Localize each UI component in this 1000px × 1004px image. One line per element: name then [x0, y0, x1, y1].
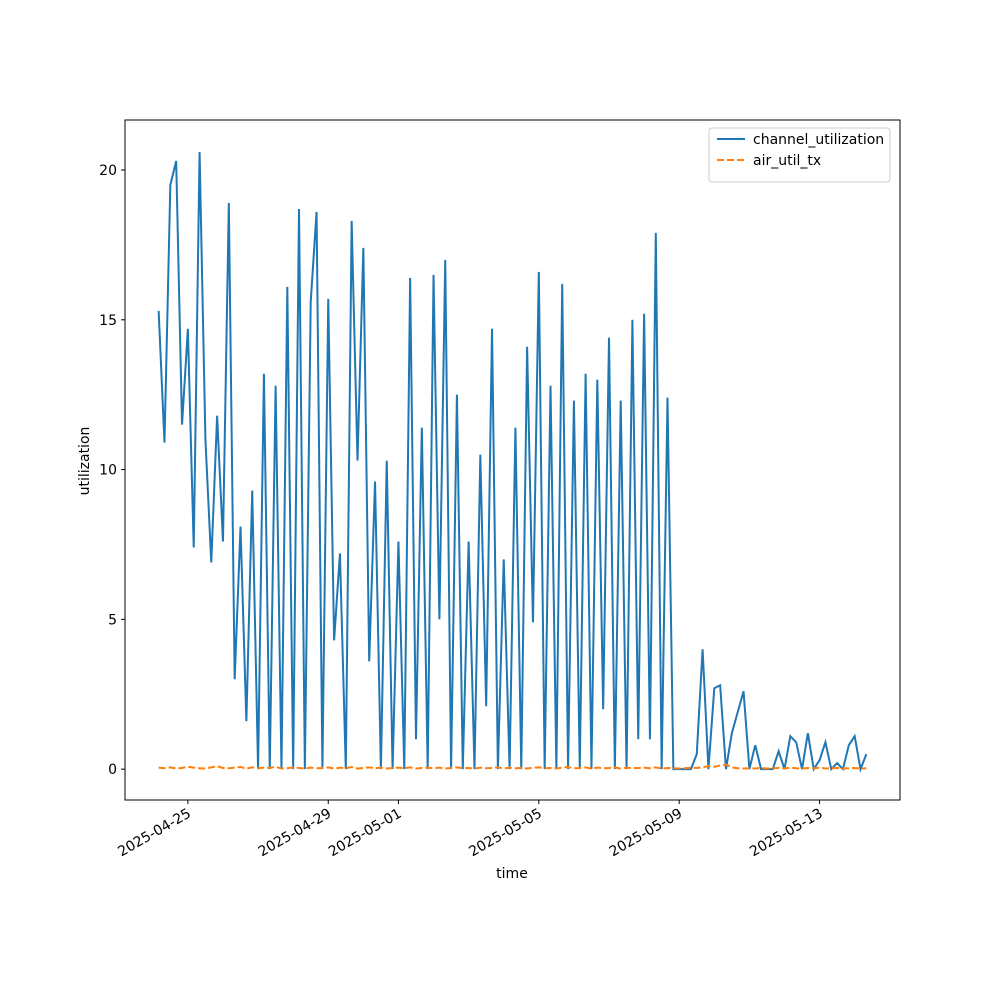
legend-label: air_util_tx [753, 153, 821, 169]
legend-box [708, 127, 891, 183]
series-line [158, 763, 867, 770]
y-axis-label: utilization [77, 427, 93, 496]
series-line [157, 152, 868, 773]
plot-frame [124, 119, 901, 801]
y-tick-label: 20 [99, 163, 117, 179]
x-axis-label: time [496, 866, 528, 882]
y-tick-label: 5 [108, 612, 117, 628]
y-tick-label: 15 [99, 313, 117, 329]
y-tick-label: 0 [108, 762, 117, 778]
legend-label: channel_utilization [753, 132, 884, 148]
y-tick-label: 10 [99, 463, 117, 479]
